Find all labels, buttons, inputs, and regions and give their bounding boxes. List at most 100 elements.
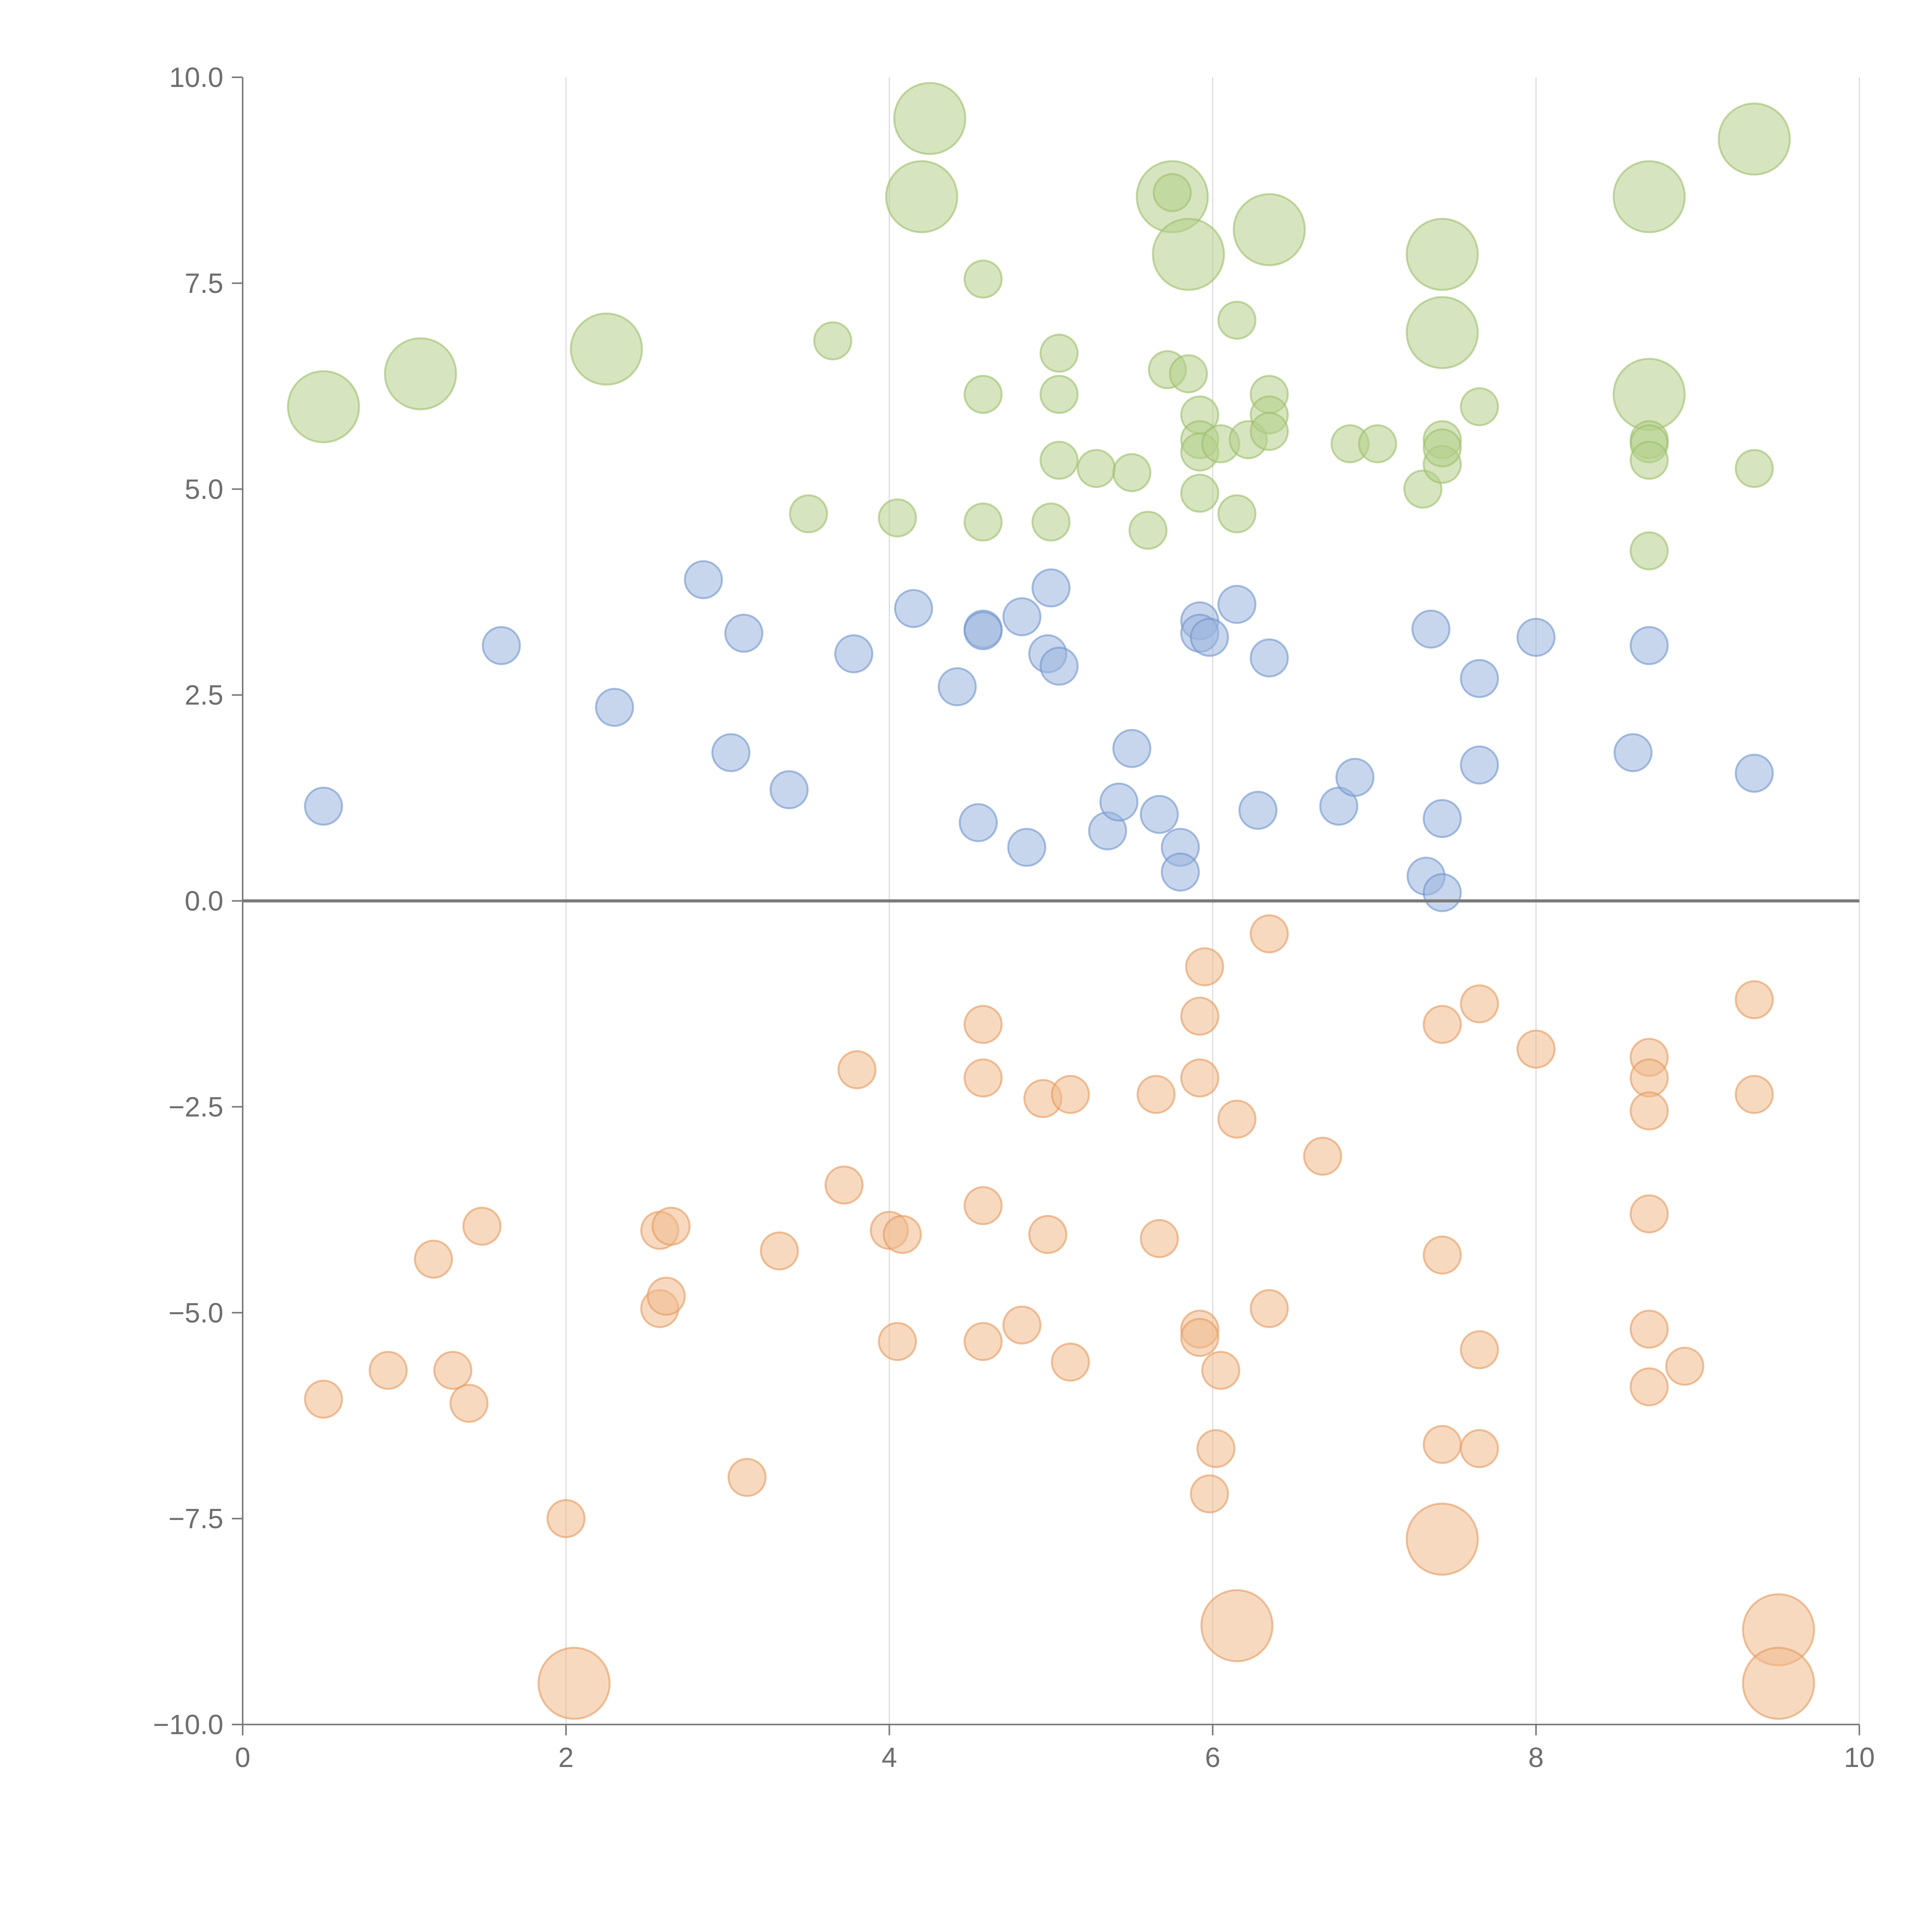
orange-point — [1139, 1219, 1179, 1258]
orange-point — [1250, 914, 1289, 954]
orange-point — [1742, 1646, 1815, 1720]
orange-point — [1180, 1318, 1219, 1357]
y-tick-label: 0.0 — [185, 886, 223, 917]
green-point — [963, 375, 1003, 414]
green-point — [1612, 160, 1686, 233]
series-orange — [304, 914, 1815, 1720]
orange-point — [963, 1005, 1003, 1044]
blue-point — [1629, 626, 1669, 665]
blue-point — [1613, 733, 1653, 772]
orange-point — [1629, 1194, 1669, 1233]
orange-point — [369, 1350, 408, 1390]
blue-point — [1139, 795, 1179, 834]
orange-point — [878, 1322, 917, 1361]
green-point — [1217, 494, 1257, 534]
green-point — [570, 312, 643, 386]
series-blue — [304, 560, 1774, 912]
blue-point — [1161, 852, 1200, 892]
data-points — [287, 82, 1815, 1720]
green-point — [1180, 473, 1219, 513]
orange-point — [462, 1206, 502, 1246]
orange-point — [727, 1458, 767, 1497]
orange-point — [646, 1277, 686, 1316]
orange-point — [1516, 1029, 1556, 1069]
blue-point — [834, 634, 874, 673]
green-point — [1153, 173, 1192, 212]
blue-point — [1002, 597, 1042, 636]
green-point — [1169, 354, 1208, 393]
blue-point — [1411, 609, 1451, 649]
green-point — [963, 502, 1003, 542]
series-green — [287, 82, 1791, 571]
orange-point — [1190, 1474, 1229, 1514]
orange-point — [1423, 1425, 1462, 1464]
orange-point — [963, 1058, 1003, 1098]
green-point — [893, 82, 966, 155]
green-point — [1718, 102, 1791, 176]
green-point — [1128, 510, 1168, 550]
orange-point — [1406, 1502, 1479, 1576]
orange-point — [1423, 1235, 1462, 1275]
orange-point — [824, 1165, 864, 1205]
x-tick-label: 0 — [235, 1742, 250, 1773]
x-tick-label: 6 — [1205, 1742, 1220, 1773]
y-tick-label: 5.0 — [185, 474, 223, 505]
orange-point — [1185, 947, 1224, 986]
green-point — [1233, 193, 1306, 266]
blue-point — [1112, 729, 1151, 768]
blue-point — [1335, 758, 1375, 797]
orange-point — [433, 1350, 473, 1390]
green-point — [1406, 218, 1479, 291]
orange-point — [1629, 1058, 1669, 1098]
blue-point — [1250, 638, 1289, 678]
x-tick-label: 8 — [1528, 1742, 1544, 1773]
blue-point — [481, 626, 521, 665]
blue-point — [1031, 568, 1071, 608]
green-point — [1112, 453, 1151, 492]
orange-point — [449, 1384, 489, 1423]
green-point — [1358, 424, 1397, 464]
orange-point — [1423, 1005, 1462, 1044]
green-point — [384, 337, 457, 410]
blue-point — [1190, 617, 1229, 657]
green-point — [1406, 296, 1479, 369]
green-point — [1460, 387, 1499, 427]
blue-point — [1423, 873, 1462, 912]
green-point — [1250, 412, 1289, 451]
blue-point — [937, 667, 977, 706]
blue-point — [304, 786, 343, 826]
green-point — [878, 498, 917, 537]
green-point — [1217, 301, 1257, 340]
orange-point — [304, 1379, 343, 1419]
y-tick-label: −10.0 — [153, 1709, 223, 1740]
orange-point — [546, 1499, 586, 1538]
blue-point — [1735, 753, 1774, 793]
blue-point — [1039, 646, 1079, 686]
orange-point — [1460, 1429, 1499, 1468]
y-tick-label: 10.0 — [169, 62, 223, 93]
green-point — [885, 160, 958, 233]
orange-point — [1460, 984, 1499, 1024]
green-point — [1423, 428, 1462, 468]
blue-point — [1460, 659, 1499, 698]
orange-point — [1629, 1091, 1669, 1131]
green-point — [1152, 218, 1225, 291]
orange-point — [963, 1322, 1003, 1361]
green-point — [813, 321, 852, 361]
orange-point — [1665, 1347, 1704, 1386]
orange-point — [1735, 980, 1774, 1019]
blue-point — [724, 614, 764, 653]
green-point — [1629, 531, 1669, 571]
green-point — [1039, 375, 1079, 414]
orange-point — [760, 1231, 799, 1270]
green-point — [1031, 502, 1071, 542]
green-point — [1077, 449, 1116, 488]
orange-point — [1303, 1136, 1342, 1176]
blue-point — [1516, 617, 1556, 657]
axes — [242, 77, 1859, 1725]
green-point — [1039, 440, 1079, 480]
blue-point — [1460, 745, 1499, 785]
orange-point — [537, 1646, 611, 1720]
orange-point — [1028, 1215, 1068, 1254]
orange-point — [883, 1215, 922, 1254]
